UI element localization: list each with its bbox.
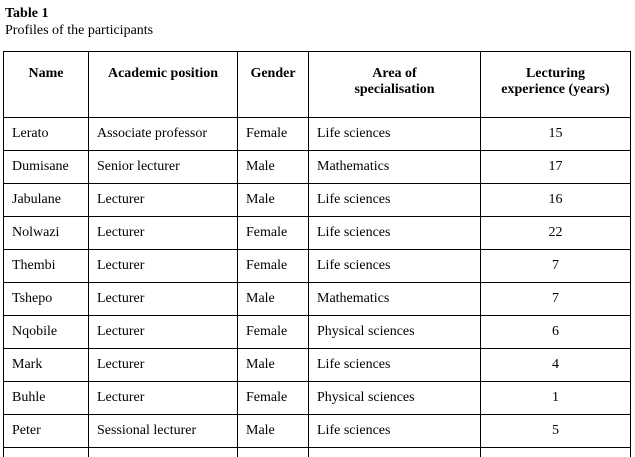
cell-area: Mathematics [308,150,481,184]
column-header-name: Name [3,51,89,118]
cell-gender: Female [237,216,309,250]
cell-position: Sessional lecturer [88,414,238,448]
cell-experience: 7 [480,282,631,316]
column-header-experience: Lecturing experience (years) [480,51,631,118]
table-row: Peter Sessional lecturer Male Life scien… [3,414,631,448]
cell-empty [3,447,89,457]
table-header-row: Name Academic position Gender Area of sp… [3,51,631,118]
cell-position: Lecturer [88,348,238,382]
cell-gender: Male [237,150,309,184]
cell-name: Nqobile [3,315,89,349]
table-row: Thembi Lecturer Female Life sciences 7 [3,249,631,283]
cell-experience: 15 [480,117,631,151]
cell-name: Buhle [3,381,89,415]
participants-table: Name Academic position Gender Area of sp… [3,51,631,457]
cell-name: Mark [3,348,89,382]
column-header-experience-label: Lecturing experience (years) [501,66,610,97]
table-row: Mark Lecturer Male Life sciences 4 [3,348,631,382]
column-header-academic-position: Academic position [88,51,238,118]
cell-experience: 22 [480,216,631,250]
cell-name: Lerato [3,117,89,151]
cell-gender: Male [237,414,309,448]
cell-experience: 17 [480,150,631,184]
cell-gender: Female [237,249,309,283]
cell-area: Life sciences [308,117,481,151]
column-header-gender: Gender [237,51,309,118]
cell-area: Life sciences [308,249,481,283]
table-label: Table 1 [5,6,49,21]
cell-empty [237,447,309,457]
column-header-academic-position-label: Academic position [107,66,219,81]
cell-name: Jabulane [3,183,89,217]
table-row: Buhle Lecturer Female Physical sciences … [3,381,631,415]
column-header-gender-label: Gender [250,66,296,81]
column-header-name-label: Name [28,66,64,81]
cell-name: Tshepo [3,282,89,316]
cell-position: Lecturer [88,183,238,217]
cell-area: Life sciences [308,414,481,448]
cell-gender: Male [237,348,309,382]
cell-experience: 5 [480,414,631,448]
cell-experience: 6 [480,315,631,349]
table-row-partial [3,447,631,457]
cell-gender: Male [237,282,309,316]
cell-area: Life sciences [308,183,481,217]
cell-gender: Female [237,381,309,415]
column-header-area-label: Area of specialisation [354,66,435,97]
cell-name: Nolwazi [3,216,89,250]
column-header-area: Area of specialisation [308,51,481,118]
table-caption: Profiles of the participants [5,23,154,38]
cell-area: Physical sciences [308,381,481,415]
cell-position: Lecturer [88,249,238,283]
cell-name: Thembi [3,249,89,283]
cell-position: Lecturer [88,282,238,316]
doc-header: Table 1 Profiles of the participants [5,5,635,39]
cell-gender: Male [237,183,309,217]
cell-area: Mathematics [308,282,481,316]
cell-experience: 16 [480,183,631,217]
cell-name: Dumisane [3,150,89,184]
cell-name: Peter [3,414,89,448]
cell-experience: 7 [480,249,631,283]
cell-gender: Female [237,315,309,349]
cell-empty [480,447,631,457]
cell-position: Lecturer [88,381,238,415]
cell-experience: 1 [480,381,631,415]
table-row: Tshepo Lecturer Male Mathematics 7 [3,282,631,316]
table-row: Dumisane Senior lecturer Male Mathematic… [3,150,631,184]
cell-experience: 4 [480,348,631,382]
table-row: Jabulane Lecturer Male Life sciences 16 [3,183,631,217]
table-row: Nqobile Lecturer Female Physical science… [3,315,631,349]
cell-area: Life sciences [308,216,481,250]
cell-area: Life sciences [308,348,481,382]
cell-position: Associate professor [88,117,238,151]
table-row: Nolwazi Lecturer Female Life sciences 22 [3,216,631,250]
cell-empty [88,447,238,457]
cell-position: Senior lecturer [88,150,238,184]
cell-area: Physical sciences [308,315,481,349]
cell-position: Lecturer [88,216,238,250]
table-row: Lerato Associate professor Female Life s… [3,117,631,151]
cell-empty [308,447,481,457]
cell-position: Lecturer [88,315,238,349]
cell-gender: Female [237,117,309,151]
